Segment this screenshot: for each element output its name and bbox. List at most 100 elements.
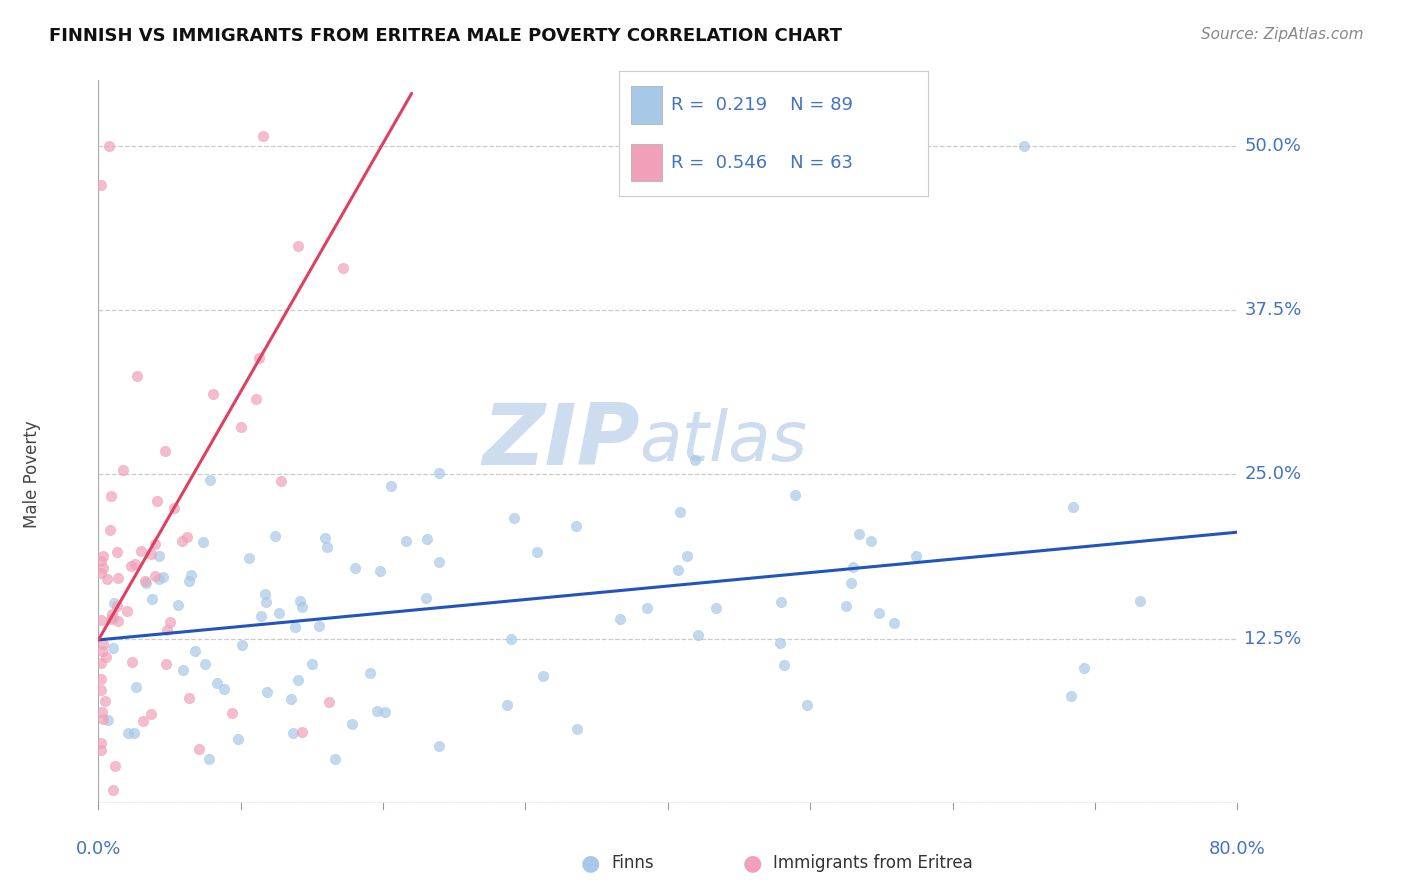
Point	[415, 591, 437, 606]
Point	[90, 742, 112, 756]
Text: Finns: Finns	[612, 855, 654, 872]
Point	[250, 609, 273, 624]
Point	[198, 473, 221, 487]
Point	[139, 547, 162, 561]
Point	[90, 178, 112, 193]
Point	[503, 511, 526, 525]
Point	[101, 641, 124, 656]
Point	[238, 550, 260, 565]
Point	[859, 533, 882, 548]
Point	[145, 537, 167, 551]
Point	[122, 726, 145, 740]
Point	[666, 563, 689, 577]
Point	[148, 573, 170, 587]
Point	[839, 575, 862, 590]
Point	[141, 592, 163, 607]
Point	[152, 570, 174, 584]
Point	[198, 752, 221, 766]
Point	[835, 599, 858, 614]
Point	[184, 644, 207, 658]
Point	[686, 627, 709, 641]
Text: ●: ●	[742, 854, 762, 873]
Point	[180, 567, 202, 582]
Point	[287, 673, 309, 687]
Point	[187, 742, 209, 756]
Point	[427, 467, 450, 481]
Point	[301, 657, 323, 672]
Point	[308, 618, 330, 632]
Point	[105, 545, 128, 559]
Point	[96, 572, 118, 586]
Point	[683, 452, 706, 467]
Point	[90, 554, 112, 568]
Point	[323, 751, 346, 765]
Point	[769, 635, 792, 649]
Point	[267, 607, 290, 621]
Text: Male Poverty: Male Poverty	[24, 420, 42, 528]
Text: FINNISH VS IMMIGRANTS FROM ERITREA MALE POVERTY CORRELATION CHART: FINNISH VS IMMIGRANTS FROM ERITREA MALE …	[49, 27, 842, 45]
Point	[344, 560, 367, 574]
Point	[226, 732, 249, 747]
Point	[252, 129, 274, 144]
Point	[93, 694, 115, 708]
Point	[100, 612, 122, 626]
Point	[104, 758, 127, 772]
Point	[100, 489, 122, 503]
Point	[368, 564, 391, 578]
Point	[291, 599, 314, 614]
Point	[773, 657, 796, 672]
Text: 50.0%: 50.0%	[1244, 137, 1302, 155]
Point	[254, 595, 277, 609]
Point	[868, 606, 890, 620]
Point	[132, 714, 155, 728]
Point	[287, 238, 309, 252]
Point	[91, 643, 114, 657]
Point	[205, 676, 228, 690]
Point	[1012, 139, 1035, 153]
Point	[134, 574, 156, 589]
Point	[769, 594, 792, 608]
Point	[669, 504, 692, 518]
Point	[91, 637, 114, 651]
Point	[156, 624, 179, 638]
Point	[231, 638, 253, 652]
Point	[90, 613, 112, 627]
Point	[155, 657, 177, 671]
Point	[98, 523, 121, 537]
Point	[167, 599, 190, 613]
Point	[135, 575, 157, 590]
Point	[100, 607, 122, 621]
Point	[785, 488, 807, 502]
Point	[332, 261, 354, 276]
Point	[374, 705, 396, 719]
Text: atlas: atlas	[640, 408, 807, 475]
Point	[284, 620, 307, 634]
Point	[176, 530, 198, 544]
Point	[256, 685, 278, 699]
Point	[194, 657, 217, 672]
Point	[531, 669, 554, 683]
Point	[91, 560, 114, 574]
Text: 80.0%: 80.0%	[1209, 839, 1265, 857]
FancyBboxPatch shape	[631, 87, 662, 124]
Point	[280, 692, 302, 706]
Point	[191, 535, 214, 549]
FancyBboxPatch shape	[631, 144, 662, 181]
Point	[288, 594, 311, 608]
Point	[172, 663, 194, 677]
Point	[429, 739, 451, 753]
Point	[90, 672, 112, 686]
Point	[120, 559, 142, 574]
Text: Source: ZipAtlas.com: Source: ZipAtlas.com	[1201, 27, 1364, 42]
Point	[883, 615, 905, 630]
Point	[1129, 594, 1152, 608]
Point	[103, 611, 125, 625]
Point	[427, 555, 450, 569]
Point	[416, 532, 439, 546]
Point	[107, 599, 129, 613]
Point	[905, 549, 928, 563]
Point	[221, 706, 243, 721]
Point	[796, 698, 818, 713]
Point	[177, 691, 200, 706]
Point	[291, 724, 314, 739]
